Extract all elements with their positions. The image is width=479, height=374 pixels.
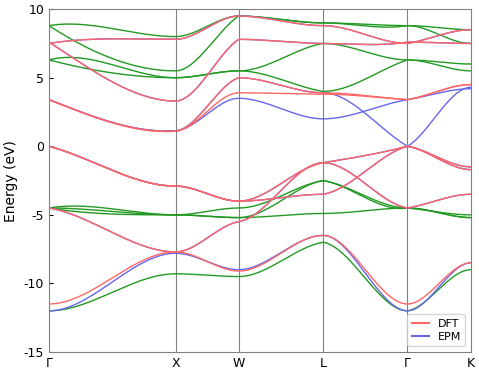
Legend: DFT, EPM: DFT, EPM [408,314,465,346]
Y-axis label: Energy (eV): Energy (eV) [4,140,18,221]
